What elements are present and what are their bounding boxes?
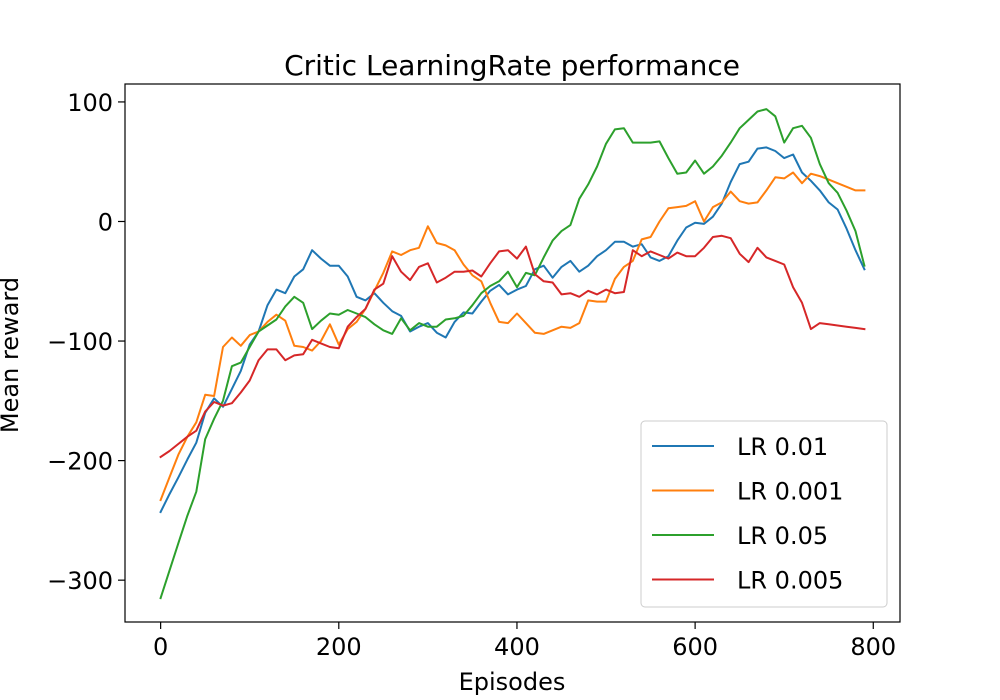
series-line-3 — [159, 234, 866, 459]
x-tick-label: 600 — [672, 633, 718, 661]
chart-title: Critic LearningRate performance — [284, 49, 740, 82]
x-tick-label: 400 — [494, 633, 540, 661]
x-tick-label: 800 — [850, 633, 896, 661]
y-tick-label: 0 — [98, 208, 113, 236]
x-axis: 0 200 400 600 800 — [153, 622, 896, 661]
series-line-0 — [159, 146, 866, 514]
series-lines — [159, 108, 866, 600]
plot-area-frame — [124, 83, 901, 623]
y-tick-label: −200 — [47, 448, 113, 476]
legend-label: LR 0.05 — [737, 522, 828, 550]
series-line-2 — [159, 108, 866, 600]
y-axis-label: Mean reward — [0, 277, 24, 433]
y-tick-label: 100 — [67, 89, 113, 117]
legend: LR 0.01 LR 0.001 LR 0.05 LR 0.005 — [640, 420, 888, 608]
legend-label: LR 0.005 — [737, 567, 843, 595]
x-axis-label: Episodes — [459, 668, 566, 696]
y-tick-label: −300 — [47, 567, 113, 595]
y-axis: −300 −200 −100 0 100 — [47, 89, 125, 595]
x-tick-label: 200 — [316, 633, 362, 661]
legend-label: LR 0.001 — [737, 478, 843, 506]
legend-label: LR 0.01 — [737, 433, 828, 461]
legend-box — [640, 420, 888, 608]
y-tick-label: −100 — [47, 328, 113, 356]
x-tick-label: 0 — [153, 633, 168, 661]
